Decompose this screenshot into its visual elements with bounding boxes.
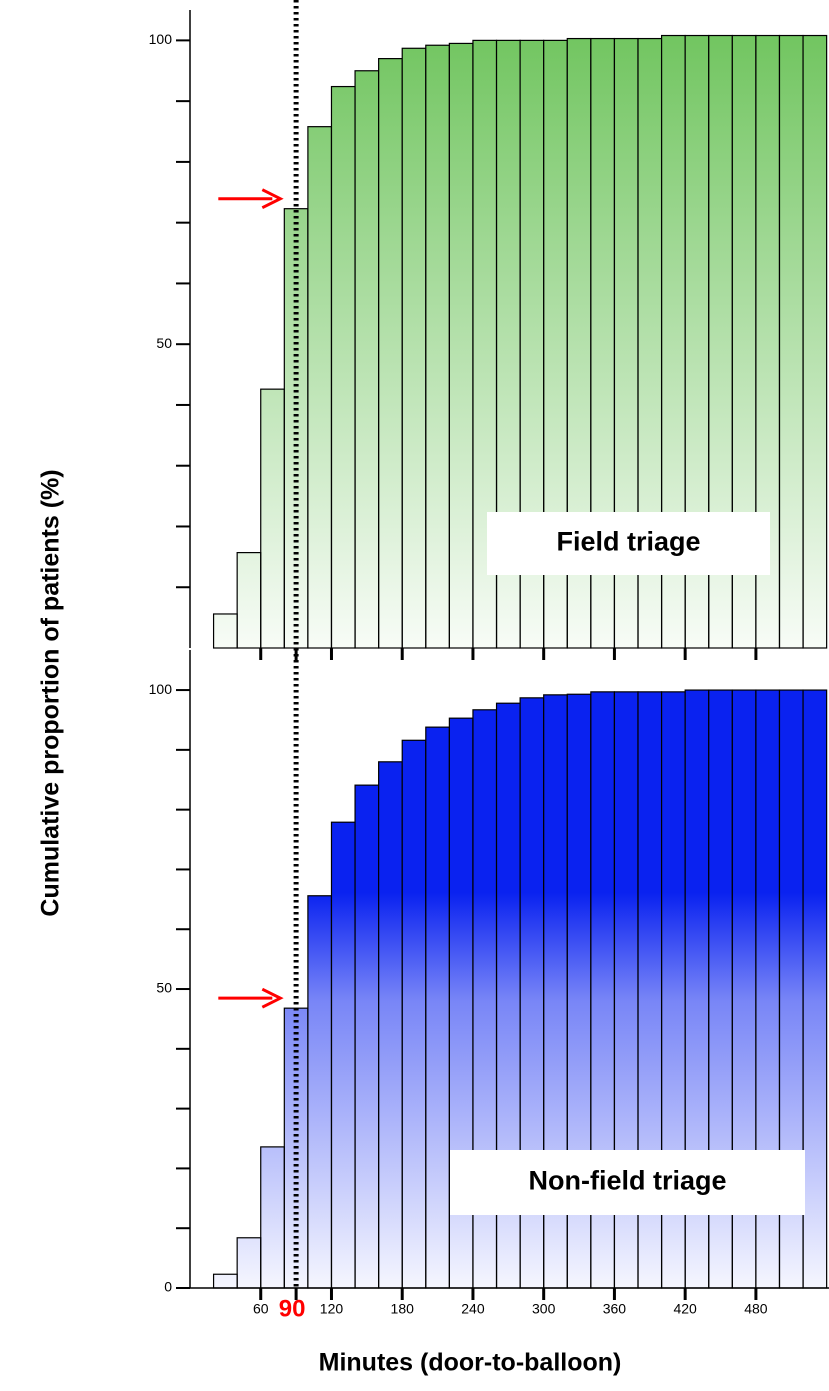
x-tick-label: 90 [279,1295,306,1322]
bar [212,613,238,649]
x-tick-label: 300 [532,1301,556,1317]
x-tick-label: 120 [320,1301,344,1317]
panel-label: Non-field triage [528,1166,726,1196]
bar [260,1146,285,1289]
x-tick-label: 480 [744,1301,768,1317]
y-tick-label: 100 [149,31,173,47]
y-tick-label: 50 [156,980,172,996]
bar [802,689,828,1289]
bar [401,739,427,1289]
y-tick-label: 50 [156,335,172,351]
bar [307,895,333,1289]
bar [378,761,403,1289]
bar [212,1273,238,1289]
x-tick-label: 60 [253,1301,269,1317]
x-axis-label: Minutes (door-to-balloon) [319,1349,622,1377]
x-tick-label: 420 [673,1301,697,1317]
bar [378,58,403,649]
bar [307,126,333,649]
x-tick-label: 360 [603,1301,627,1317]
x-tick-label: 240 [461,1301,485,1317]
bar [778,34,804,649]
bar [401,47,427,649]
y-tick-label: 0 [164,1279,172,1295]
bar [236,1237,262,1289]
panel-label: Field triage [556,527,700,557]
bar [425,726,450,1289]
bar [236,552,262,649]
y-axis-label: Cumulative proportion of patients (%) [37,469,65,916]
bar [330,821,356,1289]
bar [802,34,828,649]
bar [354,784,380,1289]
label-box [487,512,770,575]
bar [425,44,450,649]
bar [260,388,285,649]
bar [448,42,474,649]
arrow-head [261,188,284,210]
y-tick-label: 100 [149,681,173,697]
bar [330,85,356,649]
bar [354,70,380,649]
x-tick-label: 180 [391,1301,415,1317]
label-box [450,1150,805,1215]
arrow-head [261,987,284,1009]
